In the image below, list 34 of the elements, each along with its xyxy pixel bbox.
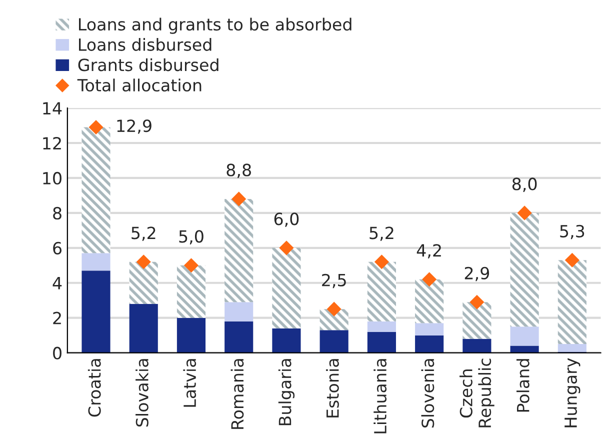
- data-label: 5,2: [132, 226, 156, 241]
- data-label: 2,9: [464, 266, 490, 282]
- y-tick-label: 4: [52, 277, 62, 290]
- x-tick-label: Estonia: [326, 359, 339, 418]
- y-tick-label: 10: [43, 172, 62, 185]
- y-tick-label: 6: [53, 242, 62, 254]
- data-label: 12,9: [117, 120, 152, 134]
- x-tick-label: Hungary: [564, 358, 580, 428]
- y-tick-label: 2: [53, 312, 61, 324]
- data-label: 5,3: [560, 224, 584, 240]
- x-tick-label: Croatia: [88, 359, 101, 417]
- x-tick-label: Romania: [230, 359, 244, 429]
- data-label: 8,8: [226, 164, 251, 178]
- x-tick-label: Poland: [516, 359, 530, 412]
- x-tick-label: Bulgaria: [278, 359, 295, 426]
- x-tick-label: Latvia: [183, 359, 196, 407]
- y-tick-label: 0: [53, 346, 62, 360]
- x-tick-label: Slovakia: [136, 359, 148, 427]
- y-tick-label: 14: [43, 102, 62, 114]
- x-tick-label: Lithuania: [374, 359, 387, 434]
- data-label: 2,5: [322, 274, 346, 288]
- data-label: 5,0: [179, 230, 204, 244]
- legend-label: Grants disbursed: [78, 58, 218, 72]
- y-tick-label: 12: [43, 136, 61, 150]
- x-tick-label: Czech Republic: [460, 358, 494, 428]
- data-label: 5,2: [370, 226, 394, 241]
- data-label: 8,0: [512, 178, 537, 192]
- legend-label: Loans disbursed: [79, 38, 212, 51]
- y-tick-label: 8: [53, 206, 62, 220]
- data-label: 6,0: [274, 212, 299, 227]
- legend-label: Total allocation: [77, 78, 202, 92]
- legend-label: Loans and grants to be absorbed: [79, 18, 352, 34]
- x-tick-label: Slovenia: [421, 359, 434, 428]
- data-label: 4,2: [416, 244, 441, 258]
